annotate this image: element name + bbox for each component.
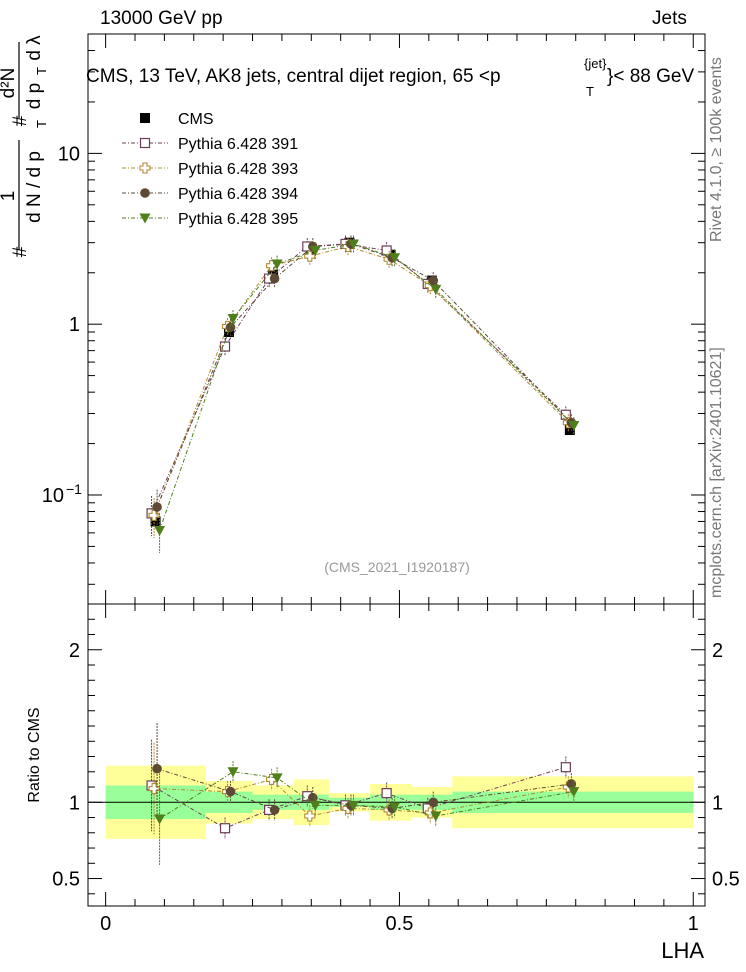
chart-title: CMS, 13 TeV, AK8 jets, central dijet reg… — [86, 66, 501, 87]
ratio-y-tick-label: 1 — [69, 792, 80, 814]
ratio-y-label-group: Ratio to CMS — [26, 707, 43, 802]
data-point — [266, 260, 278, 272]
legend-label: Pythia 6.428 391 — [178, 136, 298, 153]
series-line — [151, 243, 567, 514]
y-tick-exponent: −1 — [66, 481, 82, 497]
data-point — [150, 516, 161, 527]
y-tick-label: 10 — [42, 485, 64, 507]
series-line — [156, 243, 572, 508]
x-tick-label: 0.5 — [386, 913, 414, 935]
y-label-den: d N / d p — [24, 151, 45, 223]
y-label-sub2: T — [34, 67, 49, 75]
watermark: (CMS_2021_I1920187) — [324, 559, 470, 575]
data-point — [269, 273, 280, 284]
data-point — [271, 259, 283, 270]
y-label-hash: # — [10, 246, 31, 257]
y-label-hash-wrap: # — [10, 246, 31, 257]
legend-label: Pythia 6.428 394 — [178, 186, 298, 203]
data-point — [428, 275, 439, 286]
data-point — [304, 250, 316, 262]
ratio-series-line — [151, 766, 566, 829]
y-label-num2-wrap: d²N — [0, 68, 19, 99]
data-point — [428, 797, 439, 808]
data-point — [568, 421, 580, 432]
x-axis-label: LHA — [661, 938, 704, 963]
data-point — [152, 502, 162, 512]
ratio-y-tick-label: 2 — [69, 640, 80, 662]
y-label-sub-wrap: T — [34, 120, 49, 128]
data-point — [389, 253, 401, 264]
data-point — [269, 805, 280, 815]
y-tick-label: 1 — [69, 314, 80, 336]
header-right: Jets — [652, 8, 687, 29]
data-point — [227, 313, 239, 324]
legend-label: Pythia 6.428 395 — [178, 211, 298, 228]
data-point — [140, 188, 150, 198]
ratio-y-tick-label: 0.5 — [52, 869, 80, 891]
data-point — [430, 284, 442, 295]
data-point — [139, 162, 151, 174]
data-point — [564, 425, 575, 436]
legend-label: Pythia 6.428 393 — [178, 161, 298, 178]
data-point — [568, 787, 580, 798]
data-point — [347, 800, 359, 811]
ratio-y-axis-label: Ratio to CMS — [26, 707, 43, 802]
data-point — [271, 773, 283, 784]
y-label-den2: d p — [24, 83, 45, 109]
data-point — [309, 800, 321, 811]
data-point — [152, 763, 162, 774]
y-label-hash2: # — [10, 115, 31, 126]
y-label-lambda-wrap: d λ — [24, 35, 45, 61]
data-point — [560, 762, 571, 773]
y-label-num-wrap: 1 — [0, 191, 19, 202]
x-tick-label: 1 — [688, 913, 699, 935]
data-point — [219, 823, 231, 834]
data-point — [309, 246, 321, 257]
ratio-plot-frame — [87, 603, 706, 907]
data-point — [304, 810, 316, 822]
chart-title-subscript: T — [586, 84, 594, 99]
data-point — [154, 814, 166, 825]
series-line — [159, 243, 575, 531]
x-tick-label: 0 — [100, 913, 111, 935]
data-point — [140, 113, 150, 123]
ratio-series-line — [156, 768, 572, 811]
data-point — [227, 767, 239, 778]
data-point — [347, 239, 359, 250]
y-label-sub: T — [34, 120, 49, 128]
ratio-y-tick-label: 1 — [712, 792, 723, 814]
series-line — [153, 245, 569, 516]
data-point — [389, 802, 401, 813]
y-label-num: 1 — [0, 191, 19, 202]
header-left: 13000 GeV pp — [100, 8, 223, 29]
data-point — [154, 525, 166, 536]
data-point — [139, 137, 151, 149]
ratio-y-tick-label: 0.5 — [712, 869, 740, 891]
y-label-hash2-wrap: # — [10, 115, 31, 126]
chart-title-superscript: {jet} — [584, 56, 607, 71]
data-point — [430, 811, 442, 822]
y-label-lambda: d λ — [24, 35, 45, 61]
y-label-den2-wrap: d p — [24, 83, 45, 109]
y-label-group: #1 d N / d pT#d²N d pTd λ — [0, 35, 49, 257]
y-tick-label: 10 — [58, 143, 80, 165]
ratio-y-tick-label: 2 — [712, 640, 723, 662]
data-point — [225, 786, 236, 797]
y-label-sub2-wrap: T — [34, 67, 49, 75]
y-label-num2: d²N — [0, 68, 19, 99]
data-point — [148, 783, 160, 795]
data-point — [225, 322, 236, 333]
y-label-den-wrap: d N / d p — [24, 151, 45, 223]
data-point — [424, 807, 436, 819]
data-point — [139, 213, 151, 224]
data-point — [148, 509, 160, 521]
data-point — [381, 788, 392, 799]
legend-label: CMS — [178, 111, 214, 128]
chart-title-suffix: }< 88 GeV — [607, 66, 694, 87]
